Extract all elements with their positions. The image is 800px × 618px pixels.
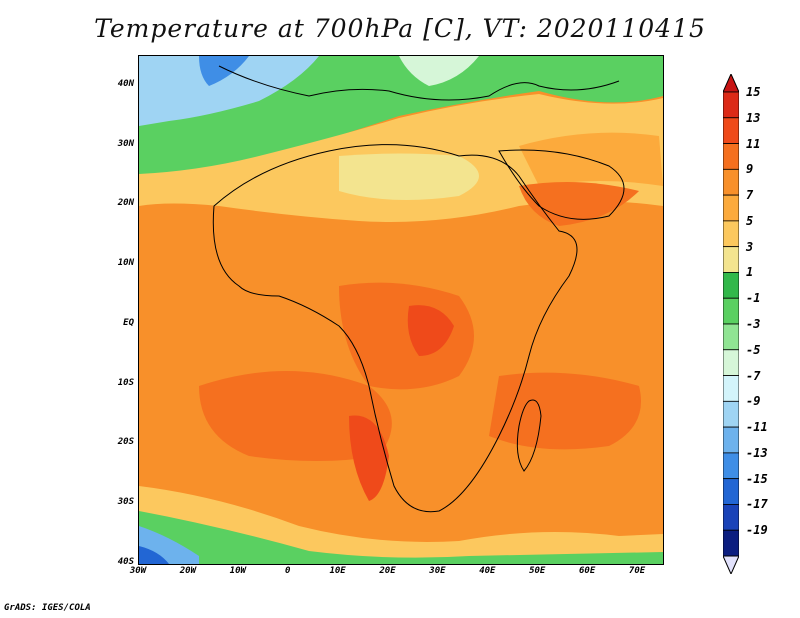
lat-tick-label: EQ <box>123 317 134 328</box>
colorbar-label: -3 <box>746 317 761 331</box>
colorbar-swatch <box>722 220 740 248</box>
colorbar-swatch <box>722 323 740 351</box>
colorbar-label: 5 <box>746 213 754 228</box>
colorbar-label: 7 <box>746 188 754 203</box>
horn-of-africa-hot-patch <box>519 182 639 226</box>
lon-tick-label: 30E <box>429 566 446 576</box>
lat-tick-label: 40N <box>117 78 134 89</box>
colorbar-label: -13 <box>746 445 768 460</box>
colorbar-swatch <box>722 297 740 325</box>
sahara-pale-patch <box>339 153 479 200</box>
central-africa-hot-region <box>339 282 474 390</box>
lon-tick-label: 30W <box>129 566 147 576</box>
europe-coastline <box>218 65 620 101</box>
colorbar-label: -15 <box>746 471 768 486</box>
colorbar-swatch <box>722 529 740 557</box>
colorbar <box>722 72 740 578</box>
madagascar-coastline <box>516 399 542 472</box>
colorbar-label: 15 <box>746 85 761 99</box>
colorbar-swatch <box>722 246 740 273</box>
indian-ocean-hot-band <box>489 372 641 450</box>
colorbar-label: 11 <box>746 136 761 151</box>
colorbar-label: 9 <box>746 162 754 177</box>
colorbar-label: -17 <box>746 497 768 512</box>
colorbar-label: -5 <box>746 342 761 357</box>
north-atlantic-coldest-core <box>199 56 249 86</box>
colorbar-label: -19 <box>746 523 768 538</box>
colorbar-label: 13 <box>746 110 761 125</box>
namibia-hot-core <box>349 415 389 501</box>
lon-tick-label: 40E <box>479 566 496 576</box>
colorbar-swatch <box>722 117 740 144</box>
colorbar-label: 3 <box>746 239 754 254</box>
colorbar-top-arrow <box>722 72 740 93</box>
colorbar-swatch <box>722 349 740 376</box>
lon-tick-label: 70E <box>628 566 646 576</box>
colorbar-swatch <box>722 272 740 299</box>
colorbar-swatch <box>722 452 740 480</box>
colorbar-label: -11 <box>746 420 768 435</box>
congo-hot-core <box>407 305 454 356</box>
lat-tick-label: 10N <box>117 258 134 269</box>
colorbar-label: -1 <box>746 291 761 306</box>
lon-tick-label: 0 <box>284 566 291 576</box>
colorbar-swatch <box>722 168 740 196</box>
lat-tick-label: 10S <box>117 377 134 388</box>
lon-tick-label: 10E <box>329 566 346 576</box>
lat-tick-label: 20N <box>117 198 134 209</box>
colorbar-swatch <box>722 478 740 505</box>
colorbar-swatch <box>722 143 740 170</box>
colorbar-label: 1 <box>746 265 754 280</box>
southern-cool-band <box>139 511 663 564</box>
north-atlantic-cold-region <box>139 56 319 126</box>
mediterranean-cool-patch <box>399 56 479 86</box>
lon-tick-label: 10W <box>229 566 246 576</box>
colorbar-label: -7 <box>746 368 761 383</box>
colorbar-label: -9 <box>746 394 761 409</box>
chart-title: Temperature at 700hPa [C], VT: 202011041… <box>94 14 706 43</box>
south-atlantic-coldest-core <box>139 546 169 564</box>
colorbar-swatch <box>722 91 740 119</box>
lat-tick-label: 30S <box>117 497 134 508</box>
colorbar-swatch <box>722 504 740 531</box>
colorbar-bottom-arrow <box>722 555 740 576</box>
colorbar-swatch <box>722 375 740 402</box>
africa-coastline <box>212 144 578 513</box>
lon-tick-label: 20E <box>379 566 396 576</box>
temperature-map <box>138 55 664 565</box>
temperature-field <box>139 56 663 564</box>
lat-tick-label: 20S <box>117 437 134 448</box>
colorbar-swatch <box>722 426 740 454</box>
lat-tick-label: 40S <box>117 557 134 567</box>
colorbar-swatch <box>722 400 740 428</box>
south-atlantic-hot-band <box>199 371 392 461</box>
colorbar-swatches <box>722 72 740 576</box>
lon-tick-label: 60E <box>579 566 596 576</box>
arabia-coastline <box>498 149 625 220</box>
credit-text: GrADS: IGES/COLA <box>4 603 91 613</box>
lon-tick-label: 20W <box>179 566 197 576</box>
colorbar-swatch <box>722 194 740 222</box>
lat-tick-label: 30N <box>117 138 134 149</box>
lon-tick-label: 50E <box>529 566 546 576</box>
